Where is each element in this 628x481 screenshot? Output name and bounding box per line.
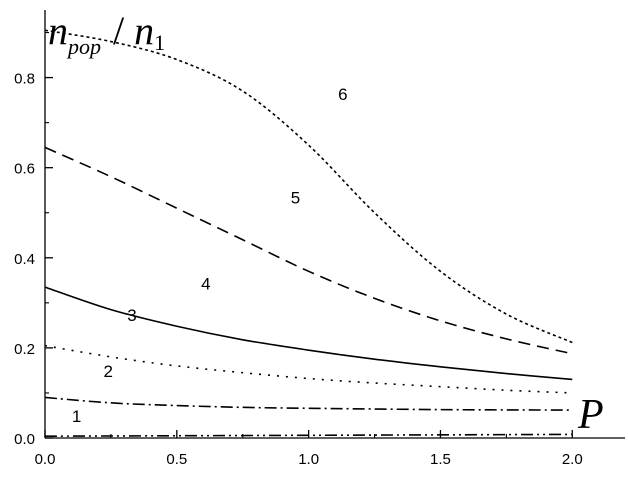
y-tick-label: 0.8 bbox=[14, 71, 35, 88]
x-axis-title: P bbox=[577, 392, 604, 438]
curve-label-4: 4 bbox=[201, 274, 210, 293]
curve-label-2: 2 bbox=[104, 362, 113, 381]
x-tick-label: 0.0 bbox=[35, 451, 56, 468]
y-tick-label: 0.0 bbox=[14, 431, 35, 448]
series-line-6 bbox=[44, 29, 573, 344]
series-line-3 bbox=[44, 344, 573, 394]
axes: 0.0 0.5 1.0 1.5 2.0 0.0 0.2 0.4 0.6 0.8 bbox=[14, 10, 625, 468]
series-line-1 bbox=[44, 433, 573, 437]
curve-label-3: 3 bbox=[127, 306, 136, 325]
series-line-4 bbox=[44, 286, 573, 381]
x-tick-label: 0.5 bbox=[166, 451, 187, 468]
curve-label-1: 1 bbox=[72, 407, 81, 426]
y-axis-title: npop / n1 bbox=[48, 8, 165, 59]
x-tick-label: 2.0 bbox=[562, 451, 583, 468]
y-tick-label: 0.4 bbox=[14, 251, 35, 268]
x-tick-label: 1.0 bbox=[298, 451, 319, 468]
curve-labels: 1 2 3 4 5 6 bbox=[72, 85, 348, 426]
series-layer bbox=[44, 29, 573, 437]
y-tick-label: 0.2 bbox=[14, 341, 35, 358]
series-line-2 bbox=[44, 396, 573, 411]
curve-label-6: 6 bbox=[338, 85, 347, 104]
x-tick-label: 1.5 bbox=[430, 451, 451, 468]
series-line-5 bbox=[44, 146, 573, 355]
curve-label-5: 5 bbox=[291, 189, 300, 208]
y-tick-label: 0.6 bbox=[14, 161, 35, 178]
